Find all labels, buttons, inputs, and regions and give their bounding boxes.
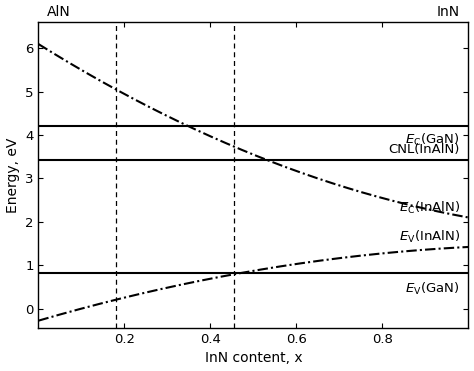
Text: CNL(InAlN): CNL(InAlN) bbox=[389, 143, 460, 156]
Text: $E_{\mathrm{V}}$(InAlN): $E_{\mathrm{V}}$(InAlN) bbox=[399, 229, 460, 245]
Text: AlN: AlN bbox=[47, 5, 71, 19]
Y-axis label: Energy, eV: Energy, eV bbox=[6, 138, 19, 213]
Text: $E_{\mathrm{C}}$(GaN): $E_{\mathrm{C}}$(GaN) bbox=[405, 132, 460, 148]
Text: $E_{\mathrm{V}}$(GaN): $E_{\mathrm{V}}$(GaN) bbox=[405, 281, 460, 297]
X-axis label: InN content, x: InN content, x bbox=[205, 351, 302, 365]
Text: InN: InN bbox=[437, 5, 460, 19]
Text: $E_{\mathrm{C}}$(InAlN): $E_{\mathrm{C}}$(InAlN) bbox=[399, 200, 460, 216]
